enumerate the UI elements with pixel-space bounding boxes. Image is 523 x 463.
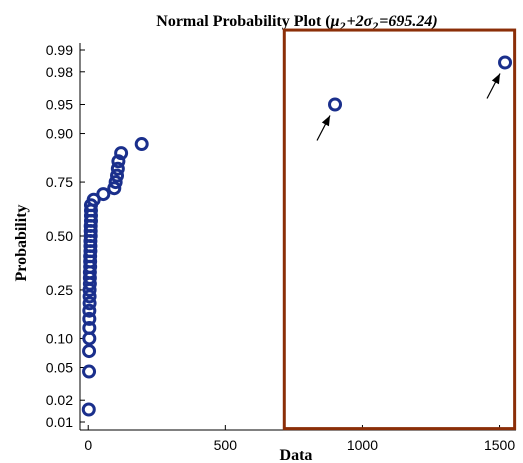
plot-area: 0.01 0.02 0.05 0.10 0.25 0.50 0.75 0.90 0.95 0.98… xyxy=(46,28,517,453)
x-tick-label: 500 xyxy=(214,437,238,453)
data-point xyxy=(107,181,122,196)
y-tick-label: 0.02 xyxy=(46,392,73,408)
data-point xyxy=(82,344,97,359)
data-point xyxy=(134,137,149,152)
y-tick-label: 0.75 xyxy=(46,174,73,190)
y-tick-label: 0.99 xyxy=(46,42,73,58)
data-point xyxy=(82,311,97,326)
data-point xyxy=(82,364,97,379)
data-point xyxy=(81,402,96,417)
annotation-arrowhead xyxy=(321,115,331,127)
y-axis-label: Probability xyxy=(13,204,30,281)
data-point xyxy=(82,289,97,304)
y-tick-label: 0.05 xyxy=(46,360,73,376)
chart-title: Normal Probability Plot (μ2+2σ2=695.24) xyxy=(156,13,437,33)
data-point xyxy=(96,187,111,202)
data-point xyxy=(82,320,97,335)
data-point xyxy=(110,161,125,176)
y-tick-label: 0.25 xyxy=(46,282,73,298)
annotation-arrowhead xyxy=(491,73,501,85)
y-tick-label: 0.50 xyxy=(46,228,73,244)
x-tick-label: 1000 xyxy=(347,437,378,453)
data-point xyxy=(328,97,343,112)
x-tick-label: 0 xyxy=(84,437,92,453)
y-tick-label: 0.90 xyxy=(46,126,73,142)
y-tick-label: 0.98 xyxy=(46,64,73,80)
data-point xyxy=(498,55,513,70)
data-point xyxy=(110,168,125,183)
y-tick-label: 0.01 xyxy=(46,414,73,430)
x-tick-label: 1500 xyxy=(484,437,515,453)
data-point xyxy=(82,303,97,318)
y-tick-label: 0.10 xyxy=(46,330,73,346)
data-point xyxy=(111,154,126,169)
data-point xyxy=(82,296,97,311)
x-axis-label: Data xyxy=(280,447,313,463)
y-tick-label: 0.95 xyxy=(46,96,73,112)
data-point xyxy=(108,175,123,190)
highlight-box xyxy=(282,28,517,431)
data-point xyxy=(114,146,129,161)
